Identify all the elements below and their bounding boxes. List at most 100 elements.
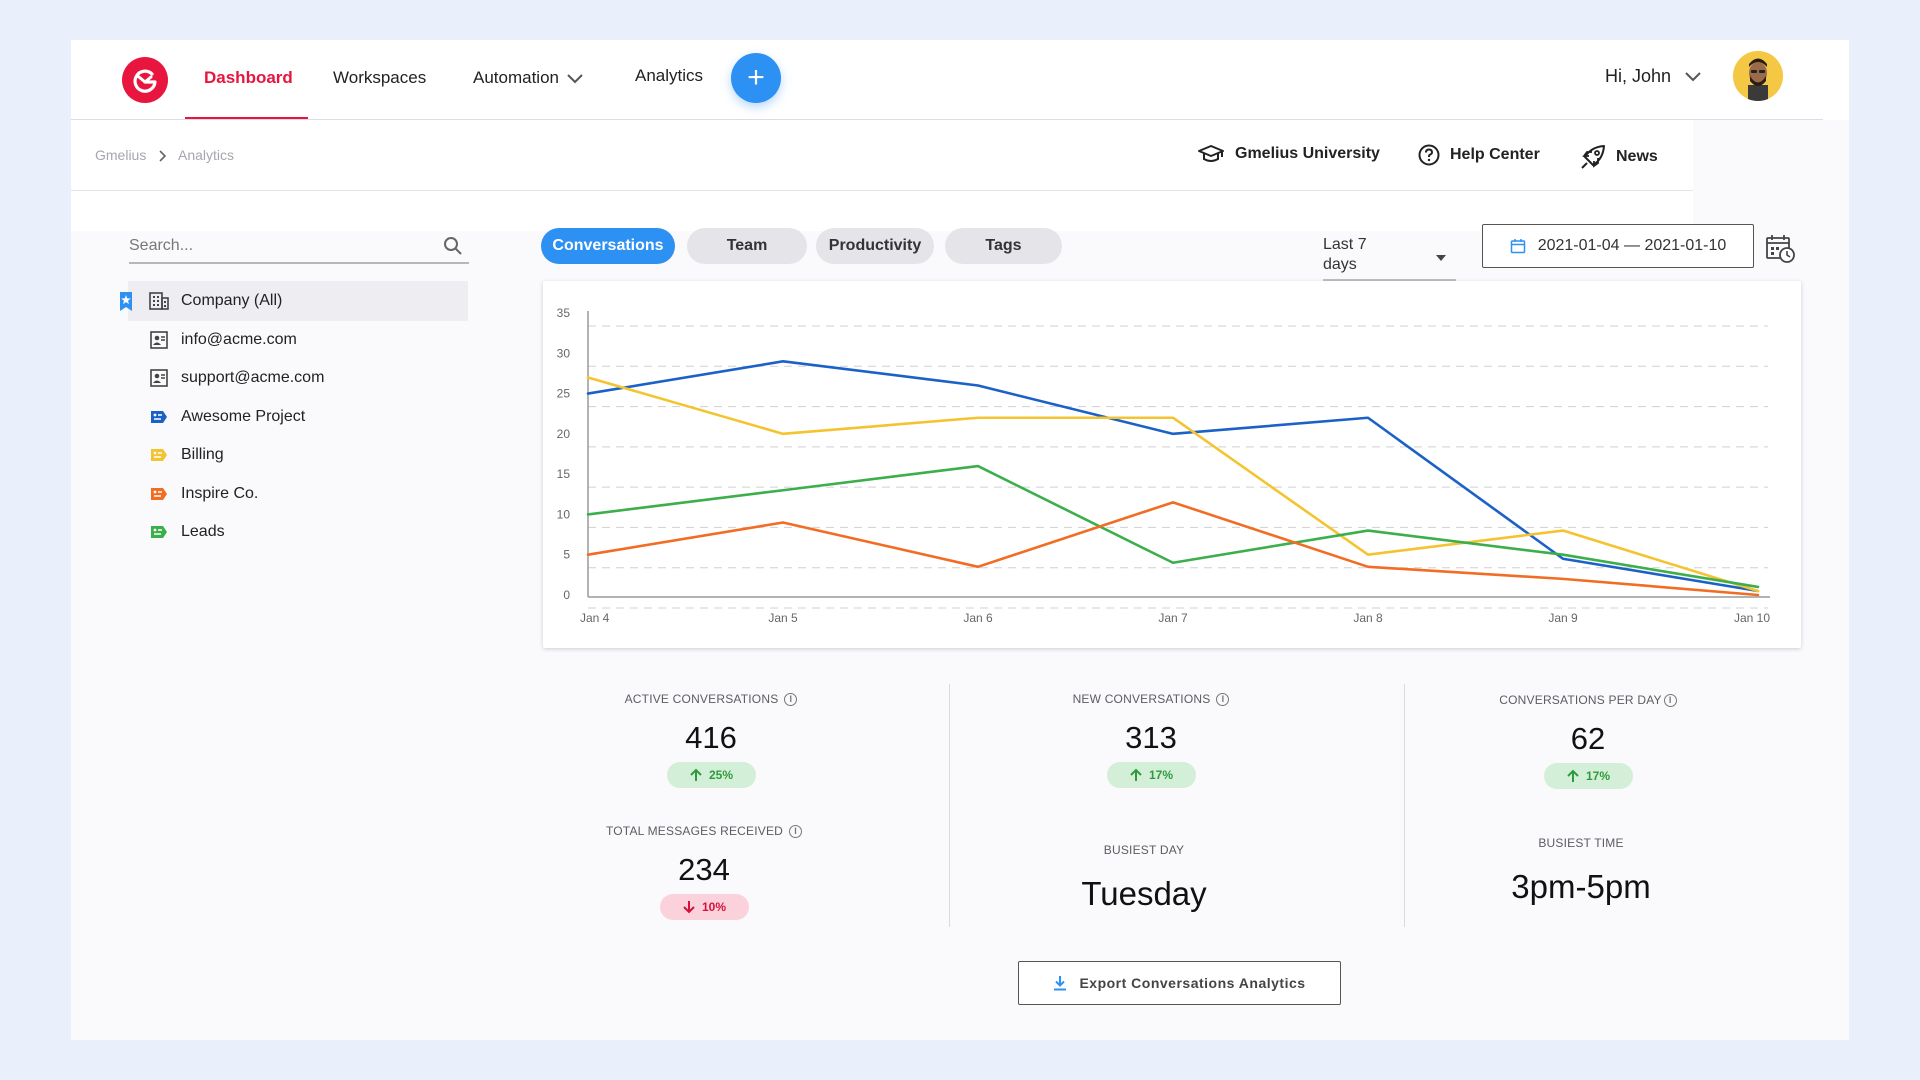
avatar-person-icon	[1733, 51, 1783, 101]
gmelius-university-label: Gmelius University	[1235, 145, 1380, 162]
sub-header-divider	[71, 190, 1693, 191]
arrow-down-icon	[683, 901, 695, 914]
arrow-up-icon	[690, 768, 702, 781]
sidebar-item-inspire-co[interactable]: Inspire Co.	[128, 474, 468, 514]
x-tick-label: Jan 5	[768, 611, 798, 625]
avatar[interactable]	[1733, 51, 1783, 101]
x-tick-label: Jan 10	[1734, 611, 1770, 625]
stat-value: Tuesday	[1081, 875, 1207, 912]
change-value: 10%	[701, 900, 727, 914]
sidebar-item-info-inbox[interactable]: info@acme.com	[128, 320, 468, 360]
gmelius-university-link[interactable]: Gmelius University	[1197, 144, 1380, 164]
y-tick-label: 0	[563, 588, 570, 602]
stat-label: BUSIEST DAY	[1103, 843, 1185, 857]
sidebar-item-label: Inspire Co.	[181, 485, 259, 502]
inbox-icon	[149, 330, 169, 350]
y-tick-label: 25	[557, 387, 571, 401]
stats-divider	[949, 684, 950, 927]
gmelius-logo[interactable]	[122, 57, 168, 103]
sidebar-item-label: Leads	[181, 523, 225, 540]
stat-label-wrap: ACTIVE CONVERSATIONS i	[625, 692, 798, 706]
stat-label-wrap: CONVERSATIONS PER DAY i	[1499, 693, 1677, 707]
sidebar-item-label: support@acme.com	[181, 369, 325, 386]
sidebar-item-support-inbox[interactable]: support@acme.com	[128, 358, 468, 398]
help-center-link[interactable]: Help Center	[1418, 144, 1540, 166]
sidebar-item-label: Company (All)	[181, 292, 283, 309]
y-tick-label: 30	[557, 346, 571, 360]
add-button[interactable]: +	[731, 53, 781, 103]
tag-icon	[149, 522, 169, 542]
tab-tags[interactable]: Tags	[945, 228, 1062, 264]
sidebar-item-label: Billing	[181, 446, 224, 463]
download-icon	[1054, 976, 1067, 991]
help-center-label: Help Center	[1450, 146, 1540, 163]
change-badge-up: 17%	[1106, 762, 1196, 788]
change-value: 25%	[708, 768, 734, 782]
line-chart: 0 5 10 15 20 25 30 35 Jan 4 Jan 5 Jan 6 Jan 7 Jan 8 J…	[557, 306, 1771, 625]
tag-icon	[149, 407, 169, 427]
change-badge-up: 17%	[1543, 763, 1633, 789]
search-icon[interactable]	[443, 236, 463, 256]
info-icon[interactable]: i	[784, 692, 798, 706]
sidebar-item-billing[interactable]: Billing	[128, 435, 468, 475]
user-menu[interactable]: Hi, John	[1605, 66, 1701, 87]
sidebar-item-awesome-project[interactable]: Awesome Project	[128, 397, 468, 437]
search-input[interactable]	[129, 232, 419, 260]
caret-down-icon	[1436, 255, 1446, 261]
date-range-picker[interactable]: 2021-01-04 — 2021-01-10	[1482, 224, 1754, 268]
sidebar-item-leads[interactable]: Leads	[128, 512, 468, 552]
calendar-clock-icon[interactable]	[1765, 233, 1797, 265]
change-value: 17%	[1148, 768, 1174, 782]
news-label: News	[1616, 148, 1658, 165]
sidebar-item-label: Awesome Project	[181, 408, 306, 425]
y-tick-label: 5	[563, 548, 570, 562]
nav-analytics[interactable]: Analytics	[635, 66, 704, 85]
active-nav-indicator	[185, 117, 308, 120]
stat-label: ACTIVE CONVERSATIONS	[624, 692, 779, 706]
nav-automation-label: Automation	[473, 68, 559, 87]
stats-divider	[1404, 684, 1405, 927]
series-line-4	[586, 501, 1760, 597]
tab-team[interactable]: Team	[687, 228, 807, 264]
nav-dashboard[interactable]: Dashboard	[204, 68, 293, 87]
tab-productivity[interactable]: Productivity	[816, 228, 934, 264]
stat-total-messages: TOTAL MESSAGES RECEIVED i 234 10%	[579, 822, 829, 920]
greeting-text: Hi, John	[1605, 66, 1672, 86]
export-button[interactable]: Export Conversations Analytics	[1018, 961, 1341, 1005]
stat-new-conversations: NEW CONVERSATIONS i 313 17%	[1026, 690, 1276, 788]
stat-value: 313	[1125, 720, 1177, 755]
x-tick-label: Jan 7	[1158, 611, 1188, 625]
bookmark-star-icon	[120, 292, 132, 311]
info-icon[interactable]: i	[789, 824, 803, 838]
sidebar-search	[129, 232, 469, 264]
stat-label: NEW CONVERSATIONS	[1072, 692, 1211, 706]
nav-workspaces[interactable]: Workspaces	[333, 68, 427, 87]
tag-icon	[149, 445, 169, 465]
conversations-chart: 0 5 10 15 20 25 30 35 Jan 4 Jan 5 Jan 6 Jan 7 Jan 8 J…	[543, 281, 1801, 648]
nav-automation[interactable]: Automation	[473, 66, 583, 90]
export-label: Export Conversations Analytics	[1079, 975, 1306, 991]
question-circle-icon	[1418, 144, 1440, 166]
breadcrumb-gmelius[interactable]: Gmelius	[95, 147, 147, 163]
x-tick-label: Jan 9	[1548, 611, 1578, 625]
arrow-up-icon	[1567, 769, 1579, 782]
y-tick-label: 35	[557, 306, 571, 320]
change-value: 17%	[1585, 769, 1611, 783]
info-icon[interactable]: i	[1663, 693, 1677, 707]
top-navigation: Dashboard Workspaces Automation Analytic…	[71, 40, 1849, 120]
stat-value: 3pm-5pm	[1511, 868, 1651, 905]
stat-busiest-time: BUSIEST TIME 3pm-5pm	[1456, 834, 1706, 906]
rocket-icon	[1581, 145, 1605, 169]
date-range-select[interactable]: Last 7 days	[1323, 235, 1456, 281]
series-line-3	[586, 464, 1760, 589]
stat-value: 62	[1570, 721, 1606, 756]
news-link[interactable]: News	[1580, 144, 1658, 170]
tab-conversations[interactable]: Conversations	[541, 228, 675, 264]
calendar-icon	[1510, 239, 1525, 254]
info-icon[interactable]: i	[1216, 692, 1230, 706]
chevron-down-icon	[567, 73, 583, 83]
series-line-1	[586, 360, 1760, 593]
sidebar-item-company-all[interactable]: Company (All)	[120, 281, 468, 321]
plus-icon: +	[747, 61, 765, 94]
x-tick-label: Jan 8	[1353, 611, 1383, 625]
